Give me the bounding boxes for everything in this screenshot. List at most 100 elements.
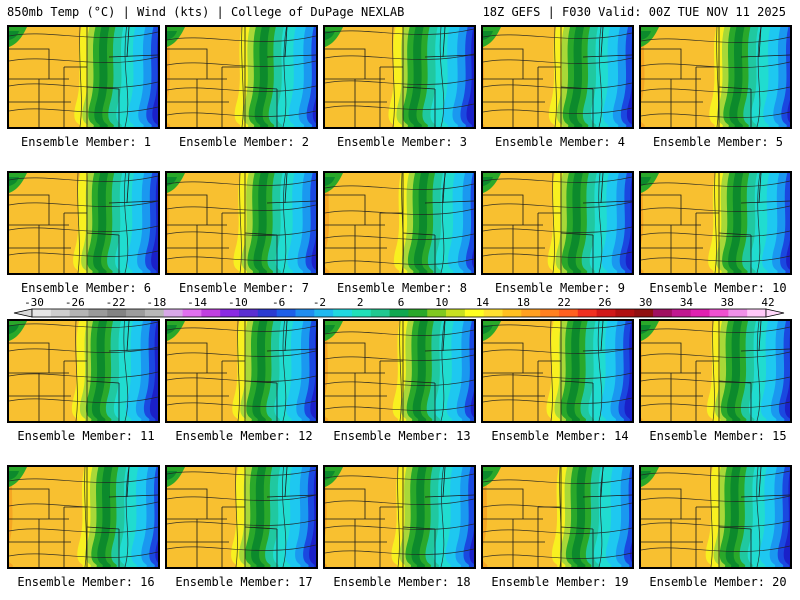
temperature-map [641, 173, 790, 273]
ensemble-map-panel[interactable] [165, 465, 318, 569]
colorbar-swatch [88, 309, 108, 317]
colorbar-tick-label: -22 [106, 296, 126, 309]
ensemble-map-panel[interactable] [323, 465, 476, 569]
temperature-map [167, 321, 316, 421]
colorbar-swatch [671, 309, 692, 317]
ensemble-map-panel[interactable] [481, 171, 634, 275]
ensemble-member-label: Ensemble Member: 17 [175, 575, 313, 589]
ensemble-map-panel[interactable] [323, 25, 476, 129]
colorbar-tick-label: 38 [721, 296, 734, 309]
colorbar-swatch [69, 309, 89, 317]
colorbar-swatch [220, 309, 240, 317]
colorbar-swatch [333, 309, 353, 317]
temperature-map [9, 27, 158, 127]
colorbar-swatch [728, 309, 748, 317]
colorbar-swatch [32, 309, 52, 317]
colorbar-swatch [201, 309, 221, 317]
temperature-colorbar: -30 -26 -22 -18 -14 -10 -6 -2 2 6 10 14 18 22 26 30 34 38… [13, 296, 785, 318]
colorbar-tick-label: 34 [680, 296, 694, 309]
colorbar-swatch [521, 309, 541, 317]
temperature-map [641, 27, 790, 127]
ensemble-map-panel[interactable] [639, 25, 792, 129]
colorbar-swatch [163, 309, 183, 317]
temperature-map [483, 27, 632, 127]
ensemble-member-label: Ensemble Member: 9 [494, 281, 626, 295]
model-run-info: 18Z GEFS | F030 Valid: 00Z TUE NOV 11 20… [482, 5, 786, 19]
temperature-map [325, 173, 474, 273]
temperature-map [483, 173, 632, 273]
colorbar-swatch [370, 309, 390, 317]
ensemble-member-label: Ensemble Member: 7 [178, 281, 310, 295]
colorbar-swatch [314, 309, 334, 317]
ensemble-member-label: Ensemble Member: 1 [20, 135, 152, 149]
ensemble-member-label: Ensemble Member: 10 [649, 281, 787, 295]
ensemble-map-panel[interactable] [165, 319, 318, 423]
ensemble-map-panel[interactable] [481, 319, 634, 423]
colorbar-swatch [615, 309, 635, 317]
temperature-map [9, 467, 158, 567]
colorbar-tick-label: 18 [517, 296, 530, 309]
ensemble-map-panel[interactable] [323, 171, 476, 275]
colorbar-tick-label: 14 [476, 296, 490, 309]
colorbar-swatch [502, 309, 522, 317]
colorbar-swatch [389, 309, 409, 317]
ensemble-map-panel[interactable] [639, 465, 792, 569]
colorbar-swatch [276, 309, 296, 317]
colorbar-swatch [239, 309, 259, 317]
colorbar-swatch [182, 309, 202, 317]
ensemble-member-label: Ensemble Member: 6 [20, 281, 152, 295]
colorbar-tick-label: -10 [228, 296, 248, 309]
temperature-map [483, 467, 632, 567]
temperature-map [325, 467, 474, 567]
colorbar-arrow-low [13, 308, 33, 318]
colorbar-swatch [558, 309, 579, 317]
colorbar-tick-label: -26 [65, 296, 85, 309]
colorbar-arrow-high [765, 308, 785, 318]
ensemble-member-label: Ensemble Member: 4 [494, 135, 626, 149]
colorbar-swatch [257, 309, 278, 317]
colorbar-tick-label: -2 [313, 296, 326, 309]
ensemble-member-label: Ensemble Member: 16 [17, 575, 155, 589]
colorbar-swatch [483, 309, 503, 317]
ensemble-member-label: Ensemble Member: 15 [649, 429, 787, 443]
ensemble-map-panel[interactable] [165, 25, 318, 129]
colorbar-tick-label: 10 [435, 296, 448, 309]
ensemble-map-panel[interactable] [481, 25, 634, 129]
ensemble-map-panel[interactable] [7, 319, 160, 423]
ensemble-map-panel[interactable] [7, 25, 160, 129]
ensemble-member-label: Ensemble Member: 5 [652, 135, 784, 149]
colorbar-swatch [540, 309, 560, 317]
colorbar-swatch [596, 309, 616, 317]
colorbar-tick-label: 2 [357, 296, 364, 309]
ensemble-member-label: Ensemble Member: 11 [17, 429, 155, 443]
colorbar-tick-label: -14 [187, 296, 207, 309]
temperature-map [641, 467, 790, 567]
ensemble-map-panel[interactable] [639, 171, 792, 275]
colorbar-tick-label: 6 [398, 296, 405, 309]
colorbar-swatch [408, 309, 428, 317]
colorbar-swatch [107, 309, 127, 317]
ensemble-map-panel[interactable] [165, 171, 318, 275]
ensemble-map-panel[interactable] [7, 171, 160, 275]
colorbar-tick-label: -30 [24, 296, 44, 309]
ensemble-map-panel[interactable] [481, 465, 634, 569]
colorbar-swatch [747, 309, 767, 317]
ensemble-member-label: Ensemble Member: 8 [336, 281, 468, 295]
colorbar-swatch [446, 309, 466, 317]
temperature-map [9, 173, 158, 273]
temperature-map [325, 321, 474, 421]
colorbar-swatch [709, 309, 729, 317]
ensemble-member-label: Ensemble Member: 14 [491, 429, 629, 443]
colorbar-swatch [126, 309, 146, 317]
ensemble-map-panel[interactable] [7, 465, 160, 569]
colorbar-swatch [690, 309, 710, 317]
ensemble-member-label: Ensemble Member: 13 [333, 429, 471, 443]
ensemble-map-panel[interactable] [323, 319, 476, 423]
temperature-map [325, 27, 474, 127]
ensemble-member-label: Ensemble Member: 2 [178, 135, 310, 149]
colorbar-swatch [144, 309, 165, 317]
ensemble-member-label: Ensemble Member: 12 [175, 429, 313, 443]
colorbar-swatch [634, 309, 654, 317]
ensemble-map-panel[interactable] [639, 319, 792, 423]
temperature-map [167, 173, 316, 273]
